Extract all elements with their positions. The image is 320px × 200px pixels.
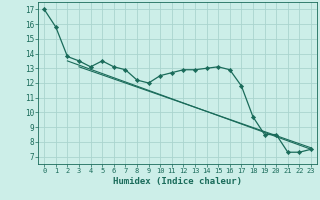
X-axis label: Humidex (Indice chaleur): Humidex (Indice chaleur): [113, 177, 242, 186]
